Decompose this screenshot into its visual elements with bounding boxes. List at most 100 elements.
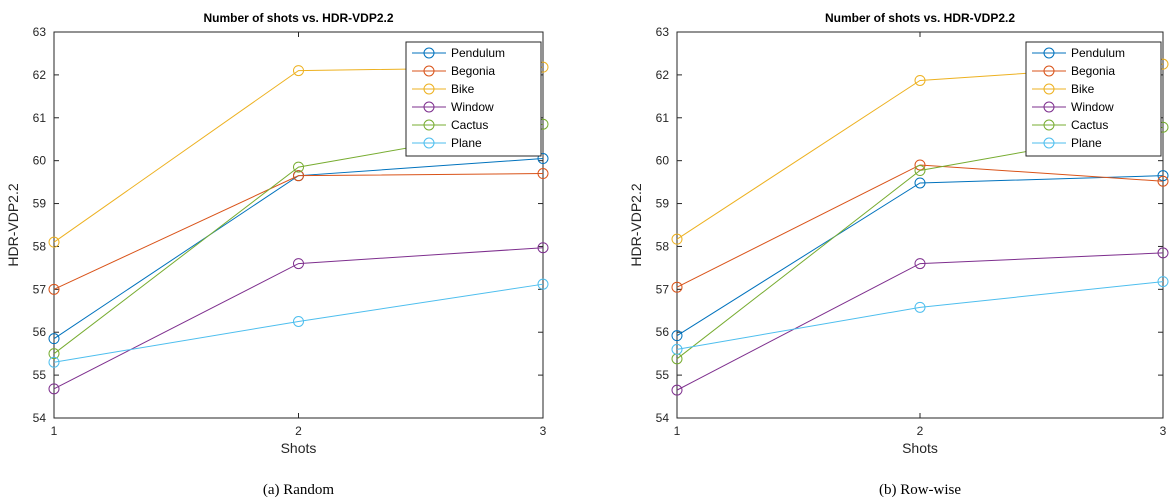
legend-swatch-marker [1043, 83, 1055, 95]
legend-label: Plane [1071, 136, 1102, 150]
data-point [537, 242, 549, 254]
legend-swatch-marker [1043, 65, 1055, 77]
legend-label: Begonia [1071, 64, 1115, 78]
series-plane [48, 278, 549, 368]
data-point [671, 281, 683, 293]
series-begonia [48, 168, 549, 295]
data-point [537, 278, 549, 290]
data-point [1157, 247, 1169, 259]
y-tick-label: 57 [33, 282, 47, 296]
y-tick-label: 56 [33, 325, 47, 339]
legend-label: Begonia [451, 64, 495, 78]
series-pendulum [671, 170, 1169, 342]
legend-entry: Bike [1032, 82, 1095, 96]
data-point [537, 168, 549, 180]
y-tick-label: 59 [656, 197, 670, 211]
series-line [676, 281, 1164, 350]
chart-title: Number of shots vs. HDR-VDP2.2 [825, 11, 1015, 25]
y-tick-label: 59 [33, 197, 47, 211]
chart-2: 54 55 56 57 58 59 60 61 62 63 1 2 3 Number of shots v… [628, 11, 1169, 498]
data-point [914, 159, 926, 171]
legend-label: Bike [1071, 82, 1095, 96]
legend-entry: Begonia [412, 64, 495, 78]
data-point [293, 170, 304, 182]
data-point [671, 233, 683, 245]
series-line [676, 164, 1164, 288]
y-tick-label: 57 [656, 282, 670, 296]
series-begonia [671, 159, 1169, 293]
y-tick-label: 56 [656, 325, 670, 339]
data-point [537, 153, 549, 165]
data-point [1157, 170, 1169, 182]
series-line [53, 283, 544, 363]
data-point [914, 258, 926, 270]
data-point [914, 74, 926, 86]
legend-entry: Bike [412, 82, 475, 96]
legend: Pendulum Begonia Bike Window Cactus Plane [405, 41, 542, 157]
data-point [293, 258, 304, 270]
legend-swatch-marker [423, 47, 435, 59]
legend: Pendulum Begonia Bike Window Cactus Plane [1025, 41, 1162, 157]
legend-box [1025, 41, 1162, 157]
legend-entry: Cactus [412, 118, 488, 132]
legend-entry: Pendulum [412, 46, 505, 60]
data-point [48, 356, 60, 368]
legend-entry: Plane [1032, 136, 1102, 150]
chart-title: Number of shots vs. HDR-VDP2.2 [203, 11, 393, 25]
legend-entry: Plane [412, 136, 482, 150]
legend-swatch-marker [423, 83, 435, 95]
legend-entry: Cactus [1032, 118, 1108, 132]
legend-swatch-marker [423, 137, 435, 149]
data-point [48, 283, 60, 295]
legend-box [405, 41, 542, 157]
legend-label: Window [1071, 100, 1114, 114]
y-tick-label: 61 [656, 111, 670, 125]
y-axis-label: HDR-VDP2.2 [5, 183, 21, 266]
x-tick-label: 1 [51, 424, 58, 438]
legend-label: Pendulum [451, 46, 505, 60]
legend-swatch-marker [423, 119, 435, 131]
series-line [676, 252, 1164, 391]
series-line [53, 247, 544, 390]
y-tick-label: 60 [656, 154, 670, 168]
figure-caption: (a) Random [263, 482, 335, 498]
legend-label: Window [451, 100, 494, 114]
chart-1: 54 55 56 57 58 59 60 61 62 63 1 2 3 Number of shots v… [5, 11, 549, 498]
x-axis-label: Shots [281, 440, 317, 456]
x-tick-label: 3 [540, 424, 547, 438]
y-tick-label: 63 [656, 25, 670, 39]
data-point [671, 384, 683, 396]
data-point [671, 353, 683, 365]
legend-swatch-marker [1043, 119, 1055, 131]
data-point [293, 161, 304, 173]
y-tick-label: 58 [33, 239, 47, 253]
data-point [914, 301, 926, 313]
y-tick-label: 55 [656, 368, 670, 382]
figure-caption: (b) Row-wise [879, 482, 961, 498]
y-tick-label: 62 [33, 68, 47, 82]
x-tick-label: 3 [1160, 424, 1167, 438]
legend-swatch-marker [1043, 137, 1055, 149]
y-tick-label: 54 [33, 411, 47, 425]
legend-swatch-marker [423, 101, 435, 113]
legend-label: Cactus [451, 118, 488, 132]
data-point [671, 343, 683, 355]
data-point [671, 330, 683, 342]
legend-swatch-marker [423, 65, 435, 77]
legend-label: Pendulum [1071, 46, 1125, 60]
data-point [48, 333, 60, 345]
data-point [48, 383, 60, 395]
data-point [914, 177, 926, 189]
data-point [1157, 175, 1169, 187]
y-tick-label: 60 [33, 154, 47, 168]
x-tick-label: 2 [917, 424, 924, 438]
series-plane [671, 276, 1169, 355]
legend-label: Plane [451, 136, 482, 150]
series-line [676, 175, 1164, 337]
legend-entry: Window [412, 100, 494, 114]
x-tick-label: 2 [295, 424, 302, 438]
data-point [48, 348, 60, 360]
y-tick-label: 63 [33, 25, 47, 39]
legend-swatch-marker [1043, 47, 1055, 59]
